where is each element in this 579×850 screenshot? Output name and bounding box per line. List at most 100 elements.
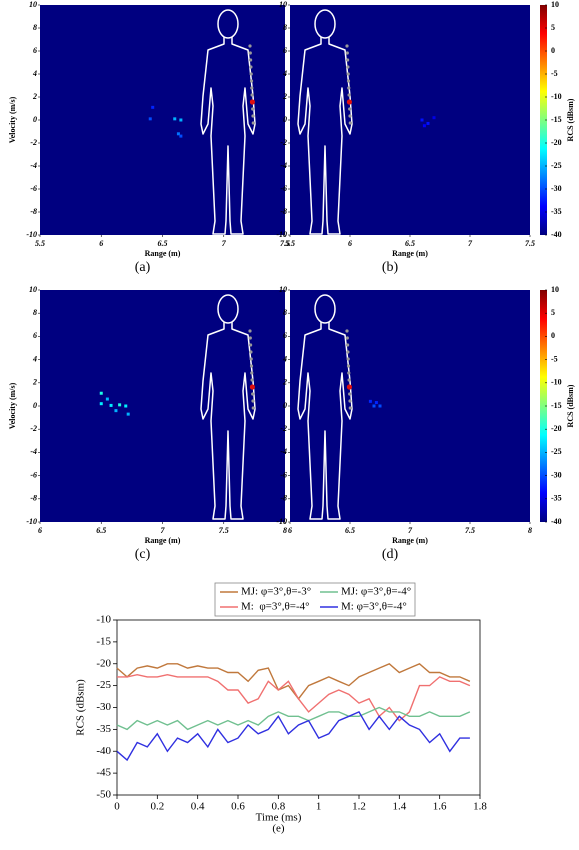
y-tick-label: 8 (33, 23, 37, 32)
y-tick-label: -10 (26, 517, 37, 526)
colorbar-tick-label: -30 (551, 470, 562, 479)
colorbar-label: RCS (dBsm) (566, 384, 575, 427)
y-tick-label: -30 (96, 701, 111, 713)
x-tick-label: 7.5 (219, 526, 229, 535)
y-tick-label: -2 (280, 424, 287, 433)
heatmap-cell (105, 397, 109, 401)
panel-label: (a) (135, 260, 151, 275)
y-tick-label: 6 (283, 46, 287, 55)
x-tick-label: 0.6 (231, 801, 245, 813)
heatmap-cell (176, 132, 180, 136)
panel-label: (d) (382, 547, 399, 562)
x-tick-label: 7 (161, 526, 166, 535)
x-axis-label: Range (m) (392, 536, 428, 545)
y-tick-label: 4 (282, 354, 287, 363)
x-tick-label: 7.5 (465, 526, 475, 535)
heatmap-cell (124, 404, 128, 408)
y-tick-label: 0 (33, 401, 37, 410)
x-tick-label: 7.5 (525, 239, 535, 248)
colorbar-tick-label: -40 (551, 230, 562, 239)
x-tick-label: 6 (288, 526, 292, 535)
series-line (116, 662, 471, 700)
heatmap-cell (109, 403, 113, 407)
colorbar-tick-label: -25 (551, 447, 562, 456)
colorbar-tick-label: -5 (551, 69, 558, 78)
x-tick-label: 1.6 (433, 801, 447, 813)
heatmap-cell (173, 117, 177, 121)
x-tick-label: 7 (468, 239, 473, 248)
heatmap-cell (378, 404, 382, 408)
colorbar-tick-label: 10 (551, 285, 559, 294)
colorbar-tick-label: -5 (551, 354, 558, 363)
colorbar-tick-label: -20 (551, 138, 562, 147)
heatmap-cell (432, 116, 436, 120)
y-tick-label: -2 (30, 424, 37, 433)
y-tick-label: -25 (96, 679, 111, 691)
y-tick-label: -8 (30, 494, 37, 503)
x-tick-label: 7 (222, 239, 227, 248)
x-tick-label: 6.5 (345, 526, 355, 535)
y-tick-label: 6 (283, 331, 287, 340)
plots (40, 5, 530, 522)
colorbar-tick-label: -35 (551, 207, 562, 216)
legend-label: MJ: φ=3°,θ=-4° (341, 586, 411, 598)
y-tick-label: 10 (279, 285, 287, 294)
y-tick-label: -4 (30, 161, 37, 170)
y-tick-label: -35 (96, 723, 111, 735)
x-tick-label: 6.5 (158, 239, 168, 248)
legend-label: M: φ=3°,θ=-4° (341, 601, 407, 613)
x-axis-label: Range (m) (392, 249, 428, 258)
y-tick-label: -6 (280, 184, 287, 193)
x-tick-label: 1.4 (392, 801, 406, 813)
heatmap-cell (114, 409, 118, 413)
legend-label: M: φ=3°,θ=-4° (241, 601, 310, 613)
colorbar-tick-label: -10 (551, 378, 562, 387)
x-axis-label: Range (m) (145, 536, 181, 545)
y-tick-label: -4 (280, 161, 287, 170)
heatmap-cell (426, 121, 430, 125)
x-tick-label: 6.5 (405, 239, 415, 248)
heatmap-cell (420, 118, 424, 122)
y-tick-label: -8 (280, 207, 287, 216)
heatmap-cell (126, 412, 130, 416)
y-axis-label: Velocity (m/s) (8, 96, 17, 143)
y-tick-label: -4 (30, 447, 37, 456)
y-tick-label: 4 (32, 69, 37, 78)
colorbar-tick-label: 0 (551, 46, 555, 55)
x-tick-label: 5.5 (35, 239, 45, 248)
y-tick-label: 4 (282, 69, 287, 78)
heatmap-cell (422, 124, 426, 128)
y-tick-label: 2 (32, 92, 37, 101)
y-tick-label: 4 (32, 354, 37, 363)
y-tick-label: -6 (30, 184, 37, 193)
colorbar-tick-label: -15 (551, 401, 562, 410)
x-tick-label: 1 (316, 801, 322, 813)
y-tick-label: -10 (276, 230, 287, 239)
y-tick-label: -10 (276, 517, 287, 526)
y-tick-label: 0 (283, 115, 287, 124)
y-tick-label: -2 (280, 138, 287, 147)
x-tick-label: 0.4 (191, 801, 205, 813)
heatmap-cell (372, 404, 376, 408)
x-tick-label: 0 (114, 801, 120, 813)
series-line (116, 706, 471, 731)
y-tick-label: -15 (96, 635, 111, 647)
heatmap-cell (374, 401, 378, 405)
x-tick-label: 1.8 (473, 801, 487, 813)
x-tick-label: 5.5 (285, 239, 295, 248)
x-axis-label: Time (ms) (256, 812, 302, 824)
colorbar (540, 5, 547, 235)
colorbar-tick-label: -25 (551, 161, 562, 170)
y-tick-label: -8 (280, 494, 287, 503)
colorbar-tick-label: 5 (551, 308, 555, 317)
x-tick-label: 6 (99, 239, 103, 248)
x-tick-label: 0.2 (150, 801, 164, 813)
x-tick-label: 6 (348, 239, 352, 248)
y-tick-label: -10 (26, 230, 37, 239)
x-tick-label: 0.8 (271, 801, 285, 813)
y-tick-label: 2 (282, 92, 287, 101)
heatmap-cell (99, 402, 103, 406)
x-tick-label: 7 (408, 526, 413, 535)
y-tick-label: -6 (280, 470, 287, 479)
